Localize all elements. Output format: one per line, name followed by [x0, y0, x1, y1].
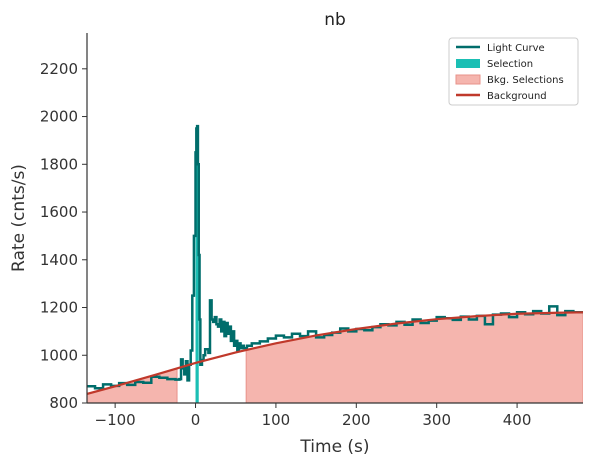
y-tick-label: 1800: [40, 155, 78, 173]
x-tick-label: 200: [342, 411, 371, 429]
legend-swatch-bkg-selections: [455, 74, 481, 85]
y-tick-label: 2200: [40, 60, 78, 78]
y-tick-label: 1000: [40, 346, 78, 364]
legend: Light Curve Selection Bkg. Selections Backg…: [448, 37, 579, 106]
legend-swatch-selection: [456, 59, 480, 68]
y-axis-label: Rate (cnts/s): [9, 164, 29, 272]
x-tick-label: 300: [422, 411, 451, 429]
legend-label-bkg-selections: Bkg. Selections: [487, 75, 564, 86]
x-tick-label: 100: [262, 411, 291, 429]
y-tick-label: 1200: [40, 299, 78, 317]
legend-box: [448, 37, 579, 106]
y-tick-label: 1600: [40, 203, 78, 221]
y-tick-label: 2000: [40, 108, 78, 126]
x-tick-label: 0: [191, 411, 201, 429]
bkg-selection-2: [245, 311, 583, 403]
x-tick-label: 400: [503, 411, 532, 429]
x-axis-label: Time (s): [299, 437, 369, 457]
legend-label-selection: Selection: [487, 59, 533, 70]
legend-label-light-curve: Light Curve: [487, 43, 545, 54]
background-series: [87, 311, 583, 395]
legend-label-background: Background: [487, 91, 547, 102]
y-tick-label: 1400: [40, 251, 78, 269]
x-tick-label: −100: [95, 411, 136, 429]
y-tick-label: 800: [49, 394, 78, 412]
chart-title: nb: [324, 10, 346, 30]
